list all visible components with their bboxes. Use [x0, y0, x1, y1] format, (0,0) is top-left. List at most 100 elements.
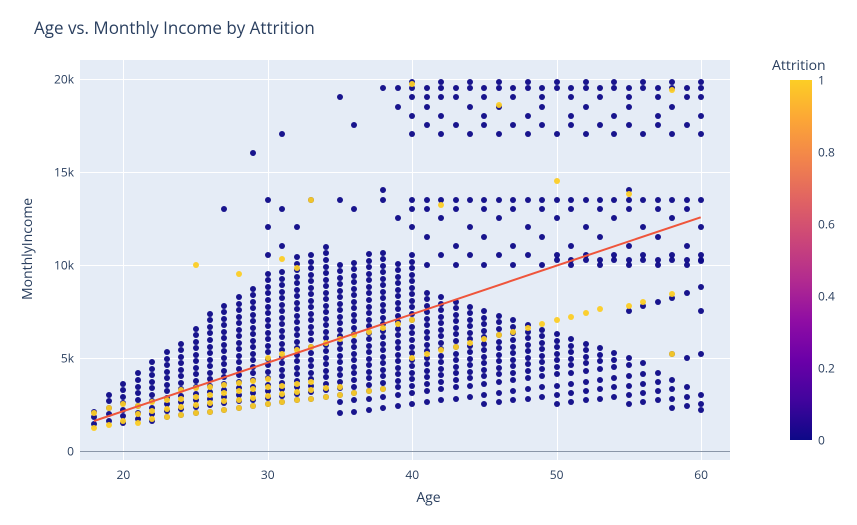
data-point[interactable] — [409, 224, 415, 230]
data-point[interactable] — [250, 292, 256, 298]
data-point[interactable] — [236, 301, 242, 307]
data-point[interactable] — [265, 252, 271, 258]
data-point[interactable] — [221, 322, 227, 328]
data-point[interactable] — [453, 364, 459, 370]
data-point[interactable] — [351, 409, 357, 415]
data-point[interactable] — [221, 382, 227, 388]
data-point[interactable] — [684, 94, 690, 100]
data-point[interactable] — [583, 224, 589, 230]
data-point[interactable] — [554, 79, 560, 85]
data-point[interactable] — [453, 262, 459, 268]
data-point[interactable] — [395, 300, 401, 306]
data-point[interactable] — [525, 252, 531, 258]
data-point[interactable] — [135, 370, 141, 376]
data-point[interactable] — [525, 396, 531, 402]
data-point[interactable] — [510, 122, 516, 128]
data-point[interactable] — [279, 131, 285, 137]
data-point[interactable] — [409, 304, 415, 310]
data-point[interactable] — [294, 365, 300, 371]
data-point[interactable] — [424, 351, 430, 357]
data-point[interactable] — [424, 85, 430, 91]
data-point[interactable] — [684, 290, 690, 296]
data-point[interactable] — [597, 206, 603, 212]
data-point[interactable] — [467, 375, 473, 381]
data-point[interactable] — [265, 384, 271, 390]
data-point[interactable] — [279, 334, 285, 340]
data-point[interactable] — [669, 377, 675, 383]
data-point[interactable] — [380, 302, 386, 308]
data-point[interactable] — [308, 317, 314, 323]
data-point[interactable] — [611, 113, 617, 119]
data-point[interactable] — [510, 206, 516, 212]
data-point[interactable] — [236, 397, 242, 403]
data-point[interactable] — [323, 270, 329, 276]
data-point[interactable] — [481, 373, 487, 379]
data-point[interactable] — [366, 356, 372, 362]
data-point[interactable] — [120, 394, 126, 400]
data-point[interactable] — [221, 329, 227, 335]
data-point[interactable] — [626, 206, 632, 212]
data-point[interactable] — [424, 342, 430, 348]
data-point[interactable] — [481, 308, 487, 314]
data-point[interactable] — [323, 296, 329, 302]
data-point[interactable] — [453, 396, 459, 402]
data-point[interactable] — [626, 122, 632, 128]
data-point[interactable] — [496, 371, 502, 377]
data-point[interactable] — [481, 262, 487, 268]
data-point[interactable] — [265, 304, 271, 310]
data-point[interactable] — [279, 206, 285, 212]
data-point[interactable] — [366, 290, 372, 296]
data-point[interactable] — [178, 347, 184, 353]
data-point[interactable] — [597, 257, 603, 263]
data-point[interactable] — [337, 294, 343, 300]
data-point[interactable] — [149, 359, 155, 365]
data-point[interactable] — [409, 298, 415, 304]
data-point[interactable] — [265, 290, 271, 296]
data-point[interactable] — [698, 392, 704, 398]
data-point[interactable] — [626, 94, 632, 100]
data-point[interactable] — [265, 310, 271, 316]
data-point[interactable] — [207, 409, 213, 415]
data-point[interactable] — [236, 333, 242, 339]
data-point[interactable] — [424, 335, 430, 341]
data-point[interactable] — [164, 406, 170, 412]
data-point[interactable] — [351, 370, 357, 376]
data-point[interactable] — [409, 344, 415, 350]
data-point[interactable] — [395, 403, 401, 409]
data-point[interactable] — [380, 308, 386, 314]
data-point[interactable] — [380, 386, 386, 392]
data-point[interactable] — [380, 354, 386, 360]
data-point[interactable] — [655, 379, 661, 385]
data-point[interactable] — [626, 85, 632, 91]
data-point[interactable] — [583, 79, 589, 85]
data-point[interactable] — [149, 392, 155, 398]
data-point[interactable] — [351, 122, 357, 128]
data-point[interactable] — [323, 374, 329, 380]
data-point[interactable] — [669, 405, 675, 411]
data-point[interactable] — [337, 327, 343, 333]
data-point[interactable] — [467, 323, 473, 329]
data-point[interactable] — [366, 362, 372, 368]
data-point[interactable] — [539, 321, 545, 327]
data-point[interactable] — [294, 265, 300, 271]
data-point[interactable] — [424, 234, 430, 240]
data-point[interactable] — [481, 367, 487, 373]
data-point[interactable] — [467, 197, 473, 203]
data-point[interactable] — [409, 94, 415, 100]
data-point[interactable] — [366, 388, 372, 394]
data-point[interactable] — [684, 355, 690, 361]
data-point[interactable] — [438, 314, 444, 320]
data-point[interactable] — [395, 267, 401, 273]
data-point[interactable] — [308, 252, 314, 258]
data-point[interactable] — [366, 258, 372, 264]
data-point[interactable] — [467, 131, 473, 137]
data-point[interactable] — [351, 344, 357, 350]
data-point[interactable] — [424, 94, 430, 100]
data-point[interactable] — [294, 274, 300, 280]
data-point[interactable] — [409, 370, 415, 376]
data-point[interactable] — [496, 365, 502, 371]
data-point[interactable] — [496, 352, 502, 358]
data-point[interactable] — [698, 224, 704, 230]
data-point[interactable] — [554, 252, 560, 258]
data-point[interactable] — [453, 331, 459, 337]
